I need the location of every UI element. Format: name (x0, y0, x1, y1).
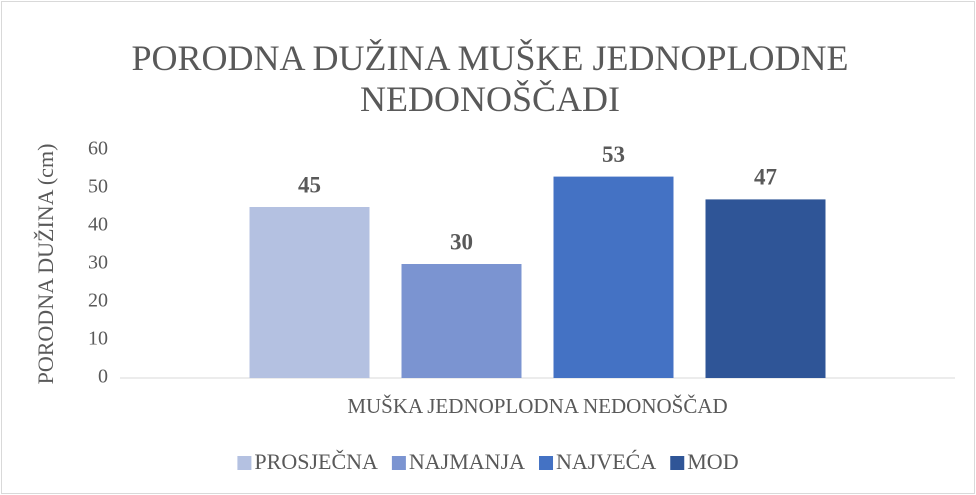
y-tick-label: 40 (88, 214, 108, 236)
legend-label: PROSJEČNA (254, 449, 378, 474)
bar (553, 176, 674, 378)
chart-title: PORODNA DUŽINA MUŠKE JEDNOPLODNE NEDONOŠ… (131, 38, 849, 119)
y-tick-label: 60 (88, 138, 108, 160)
legend-label: NAJMANJA (409, 449, 525, 474)
legend-swatch (539, 456, 554, 470)
y-tick-label: 50 (88, 176, 108, 198)
bar (249, 207, 370, 378)
x-tick-label: MUŠKA JEDNOPLODNA NEDONOŠČAD (347, 394, 727, 418)
data-label: 30 (450, 229, 473, 254)
bar (705, 199, 826, 378)
y-axis-label: PORODNA DUŽINA (cm) (33, 144, 58, 385)
data-label: 47 (754, 165, 777, 190)
y-tick-label: 0 (98, 366, 108, 388)
legend-label: NAJVEĆA (556, 449, 656, 474)
bar (401, 264, 522, 378)
data-label: 53 (602, 142, 625, 167)
legend-label: MOD (687, 449, 738, 474)
legend-swatch (391, 456, 406, 470)
legend-swatch (237, 456, 252, 470)
y-tick-label: 20 (88, 290, 108, 312)
data-label: 45 (298, 172, 321, 197)
legend-swatch (670, 456, 685, 470)
y-tick-label: 10 (88, 328, 108, 350)
y-tick-label: 30 (88, 252, 108, 274)
